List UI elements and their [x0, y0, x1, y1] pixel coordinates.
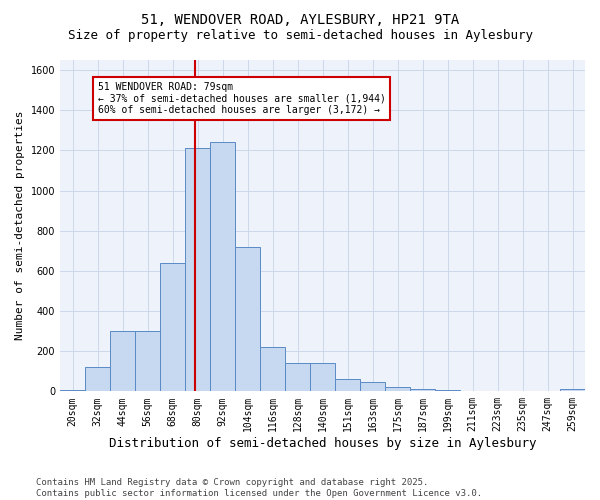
Bar — [85, 367, 110, 392]
Bar — [185, 148, 210, 392]
Bar — [310, 363, 335, 392]
Text: 51, WENDOVER ROAD, AYLESBURY, HP21 9TA: 51, WENDOVER ROAD, AYLESBURY, HP21 9TA — [141, 12, 459, 26]
Text: 51 WENDOVER ROAD: 79sqm
← 37% of semi-detached houses are smaller (1,944)
60% of: 51 WENDOVER ROAD: 79sqm ← 37% of semi-de… — [98, 82, 385, 116]
Text: Contains HM Land Registry data © Crown copyright and database right 2025.
Contai: Contains HM Land Registry data © Crown c… — [36, 478, 482, 498]
Bar — [335, 380, 360, 392]
Bar — [210, 142, 235, 392]
Bar — [60, 390, 85, 392]
Bar — [385, 388, 410, 392]
Text: Size of property relative to semi-detached houses in Aylesbury: Size of property relative to semi-detach… — [67, 29, 533, 42]
Bar — [285, 363, 310, 392]
Y-axis label: Number of semi-detached properties: Number of semi-detached properties — [15, 111, 25, 340]
Bar — [435, 390, 460, 392]
Bar — [360, 382, 385, 392]
Bar — [560, 390, 585, 392]
X-axis label: Distribution of semi-detached houses by size in Aylesbury: Distribution of semi-detached houses by … — [109, 437, 536, 450]
Bar — [135, 331, 160, 392]
Bar — [160, 263, 185, 392]
Bar — [110, 331, 135, 392]
Bar — [260, 347, 285, 392]
Bar — [410, 390, 435, 392]
Bar — [235, 247, 260, 392]
